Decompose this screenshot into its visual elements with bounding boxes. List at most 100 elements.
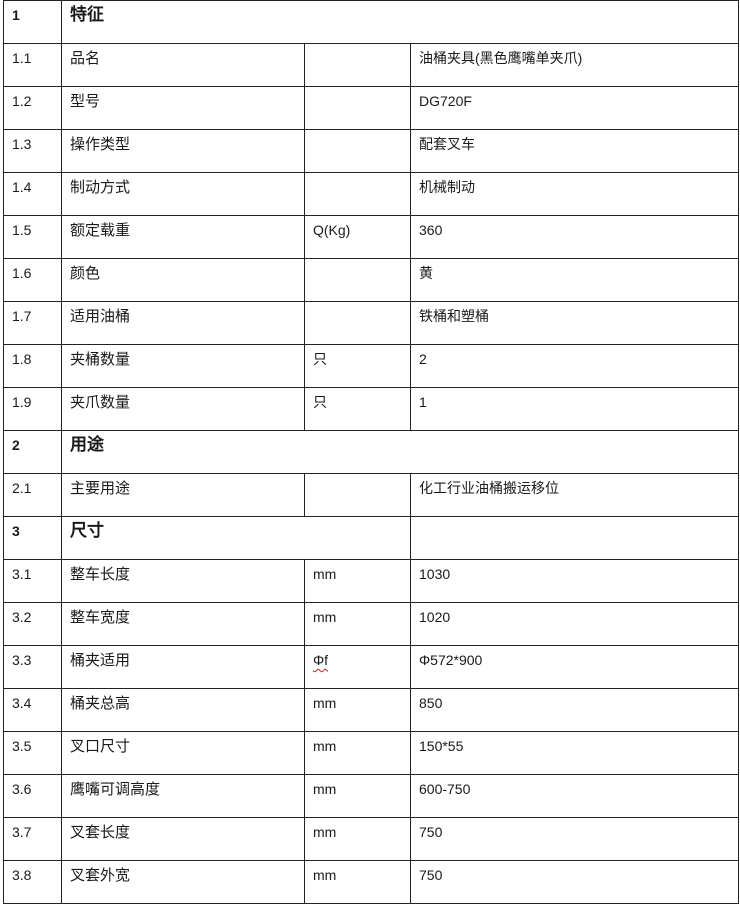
spec-table: 1 特征 1.1 品名 油桶夹具(黑色鹰嘴单夹爪) 1.2 型号 DG720F 1.3 操作类型配… xyxy=(3,0,740,904)
item-value: 2 xyxy=(409,344,740,388)
item-value: DG720F xyxy=(409,86,740,130)
item-unit: mm xyxy=(304,602,411,646)
item-name: 操作类型 xyxy=(61,129,305,173)
item-name: 整车宽度 xyxy=(61,602,305,646)
row-number: 1.3 xyxy=(3,129,62,173)
row-number: 3.7 xyxy=(3,817,62,861)
item-name: 桶夹总高 xyxy=(61,688,305,732)
row-number: 3.6 xyxy=(3,774,62,818)
item-value: 750 xyxy=(409,817,740,861)
item-value: 600-750 xyxy=(409,774,740,818)
item-unit: mm xyxy=(304,688,411,732)
item-value: 油桶夹具(黑色鹰嘴单夹爪) xyxy=(409,43,740,87)
item-value: 750 xyxy=(409,860,740,904)
item-value: 360 xyxy=(409,215,740,259)
item-name: 品名 xyxy=(61,43,305,87)
item-value: 黄 xyxy=(409,258,740,302)
item-unit: Q(Kg) xyxy=(304,215,411,259)
row-number: 3.5 xyxy=(3,731,62,775)
item-unit: 只 xyxy=(304,344,411,388)
table-row: 1.6 颜色 黄 xyxy=(3,258,740,302)
section-row: 3 尺寸 xyxy=(3,516,740,560)
item-unit xyxy=(304,43,411,87)
item-name: 鹰嘴可调高度 xyxy=(61,774,305,818)
item-name: 桶夹适用 xyxy=(61,645,305,689)
table-row: 3.2 整车宽度 mm 1020 xyxy=(3,602,740,646)
item-value: 1030 xyxy=(409,559,740,603)
table-row: 1.3 操作类型 配套叉车 xyxy=(3,129,740,173)
item-unit: mm xyxy=(304,731,411,775)
item-value: 1 xyxy=(409,387,740,431)
table-row: 3.4 桶夹总高 mm 850 xyxy=(3,688,740,732)
row-number: 1.8 xyxy=(3,344,62,388)
section-row: 2 用途 xyxy=(3,430,740,474)
table-row: 3.3 桶夹适用 Φf Φ572*900 xyxy=(3,645,740,689)
item-value: 配套叉车 xyxy=(409,129,740,173)
table-row: 3.1 整车长度 mm 1030 xyxy=(3,559,740,603)
table-row: 3.6 鹰嘴可调高度 mm 600-750 xyxy=(3,774,740,818)
table-row: 1.2 型号 DG720F xyxy=(3,86,740,130)
item-value: 150*55 xyxy=(409,731,740,775)
table-row: 3.8 叉套外宽 mm 750 xyxy=(3,860,740,904)
item-value: 化工行业油桶搬运移位 xyxy=(409,473,740,517)
section-title: 用途 xyxy=(60,430,740,474)
row-number: 1.2 xyxy=(3,86,62,130)
item-unit: mm xyxy=(304,559,411,603)
row-number: 1 xyxy=(3,0,62,44)
item-unit xyxy=(304,129,411,173)
item-name: 制动方式 xyxy=(61,172,305,216)
item-name: 型号 xyxy=(61,86,305,130)
table-row: 3.5 叉口尺寸 mm 150*55 xyxy=(3,731,740,775)
item-unit: Φf xyxy=(304,645,411,689)
table-row: 1.8 夹桶数量只 2 xyxy=(3,344,740,388)
row-number: 1.1 xyxy=(3,43,62,87)
item-value: 机械制动 xyxy=(409,172,740,216)
table-row: 2.1 主要用途 化工行业油桶搬运移位 xyxy=(3,473,740,517)
item-name: 额定载重 xyxy=(61,215,305,259)
item-unit xyxy=(304,172,411,216)
item-name: 适用油桶 xyxy=(61,301,305,345)
table-row: 1.9 夹爪数量只 1 xyxy=(3,387,740,431)
item-value: 1020 xyxy=(409,602,740,646)
item-unit: 只 xyxy=(304,387,411,431)
item-name: 叉套外宽 xyxy=(61,860,305,904)
row-number: 1.5 xyxy=(3,215,62,259)
section-title: 尺寸 xyxy=(61,516,411,560)
item-unit: mm xyxy=(304,817,411,861)
item-name: 颜色 xyxy=(61,258,305,302)
item-unit xyxy=(304,258,411,302)
row-number: 1.6 xyxy=(3,258,62,302)
table-row: 1.7 适用油桶 铁桶和塑桶 xyxy=(3,301,740,345)
row-number: 3.2 xyxy=(3,602,62,646)
item-unit xyxy=(304,473,411,517)
row-number: 1.4 xyxy=(3,172,62,216)
table-row: 1.1 品名 油桶夹具(黑色鹰嘴单夹爪) xyxy=(3,43,740,87)
section-value xyxy=(409,516,740,560)
row-number: 1.9 xyxy=(3,387,62,431)
row-number: 3.4 xyxy=(3,688,62,732)
row-number: 3 xyxy=(3,516,62,560)
row-number: 2 xyxy=(3,430,62,474)
item-name: 叉套长度 xyxy=(61,817,305,861)
row-number: 2.1 xyxy=(3,473,62,517)
item-value: 铁桶和塑桶 xyxy=(409,301,740,345)
item-unit: mm xyxy=(304,860,411,904)
item-name: 夹桶数量 xyxy=(61,344,305,388)
section-row: 1 特征 xyxy=(3,0,740,44)
table-row: 3.7 叉套长度 mm 750 xyxy=(3,817,740,861)
row-number: 1.7 xyxy=(3,301,62,345)
item-name: 夹爪数量 xyxy=(61,387,305,431)
item-unit: mm xyxy=(304,774,411,818)
item-unit xyxy=(304,301,411,345)
row-number: 3.1 xyxy=(3,559,62,603)
item-unit xyxy=(304,86,411,130)
item-value: Φ572*900 xyxy=(409,645,740,689)
item-name: 叉口尺寸 xyxy=(61,731,305,775)
item-name: 主要用途 xyxy=(61,473,305,517)
row-number: 3.8 xyxy=(3,860,62,904)
table-row: 1.4 制动方式 机械制动 xyxy=(3,172,740,216)
row-number: 3.3 xyxy=(3,645,62,689)
section-title: 特征 xyxy=(60,0,740,44)
table-row: 1.5 额定载重 Q(Kg) 360 xyxy=(3,215,740,259)
item-value: 850 xyxy=(409,688,740,732)
